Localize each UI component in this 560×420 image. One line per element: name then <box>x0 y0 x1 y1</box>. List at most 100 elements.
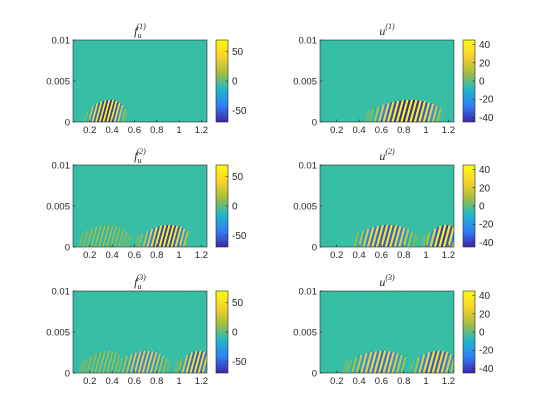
y-tick-label: 0.01 <box>299 161 318 172</box>
wave-crest <box>119 106 125 122</box>
stripe <box>79 291 81 373</box>
wave-crest <box>438 224 447 247</box>
wave-crest <box>162 224 171 247</box>
wave-crest <box>123 355 131 373</box>
stripe <box>119 291 121 373</box>
y-tick-label: 0.005 <box>293 77 317 88</box>
title-sub: u <box>138 31 142 40</box>
stripe <box>406 40 408 122</box>
wave-crest <box>371 107 378 122</box>
stripe <box>185 165 187 247</box>
stripe <box>384 291 386 373</box>
stripe <box>382 165 384 247</box>
stripe <box>380 40 382 122</box>
stripe <box>192 291 194 373</box>
wave-crest <box>413 357 421 373</box>
stripe <box>157 291 159 373</box>
wave-crest <box>349 358 355 373</box>
stripe <box>155 40 157 122</box>
stripe <box>134 165 136 247</box>
stripe <box>137 40 139 122</box>
stripe <box>452 165 454 247</box>
wave-crest <box>146 228 154 247</box>
stripe <box>82 291 84 373</box>
colorbar-tick-label: 50 <box>232 47 244 58</box>
stripe <box>384 165 386 247</box>
stripe <box>410 291 412 373</box>
stripe <box>446 40 448 122</box>
wave-crest <box>393 354 401 373</box>
wave-crest <box>134 234 140 247</box>
stripe <box>448 40 450 122</box>
wave-crest <box>429 104 437 122</box>
wave-crest <box>150 227 158 247</box>
stripe <box>399 165 401 247</box>
stripe <box>438 291 440 373</box>
wave-crest <box>418 101 427 122</box>
stripe <box>437 40 439 122</box>
stripe <box>411 40 413 122</box>
stripe <box>336 40 338 122</box>
wave-crest <box>94 352 102 373</box>
colorbar: 40 20 0 -20 -40 <box>462 164 494 249</box>
stripe <box>102 291 104 373</box>
stripe <box>165 291 167 373</box>
stripe <box>202 165 204 247</box>
stripe <box>358 291 360 373</box>
wave-crest <box>346 359 353 373</box>
wave-crest <box>440 352 449 373</box>
stripe <box>113 291 115 373</box>
stripe <box>395 165 397 247</box>
stripe <box>88 165 90 247</box>
stripe <box>362 40 364 122</box>
stripe <box>117 291 119 373</box>
stripe <box>325 291 327 373</box>
stripe <box>107 165 109 247</box>
stripe <box>413 40 415 122</box>
stripe <box>171 291 173 373</box>
stripe <box>439 165 441 247</box>
wave-crest <box>86 356 93 373</box>
wave-crest <box>103 225 112 247</box>
y-tick-label: 0.01 <box>52 36 71 47</box>
stripe <box>426 40 428 122</box>
title-base: f <box>134 149 139 163</box>
stripe <box>360 291 362 373</box>
colorbar-tick-label: -40 <box>479 364 494 375</box>
stripe <box>364 40 366 122</box>
wave-crest <box>156 225 165 247</box>
x-tick-label: 0.2 <box>330 250 343 261</box>
stripe <box>95 291 97 373</box>
stripe <box>396 291 398 373</box>
stripe <box>330 40 332 122</box>
y-tick-label: 0.005 <box>293 202 317 213</box>
stripe <box>330 165 332 247</box>
stripe <box>422 40 424 122</box>
stripe <box>435 291 437 373</box>
stripe <box>189 291 191 373</box>
stripe <box>379 165 381 247</box>
stripe <box>357 291 359 373</box>
wave-crest <box>170 225 179 247</box>
stripe <box>361 291 363 373</box>
wave-crest <box>429 228 437 247</box>
stripe <box>428 165 430 247</box>
stripe <box>79 40 81 122</box>
stripe <box>189 165 191 247</box>
wave-crest <box>431 105 439 122</box>
stripe <box>433 165 435 247</box>
stripe <box>193 40 195 122</box>
stripe <box>367 165 369 247</box>
stripe <box>415 40 417 122</box>
x-tick-label: 0.6 <box>128 250 141 261</box>
stripe <box>90 291 92 373</box>
stripe <box>150 291 152 373</box>
stripe <box>372 291 374 373</box>
stripe <box>346 40 348 122</box>
stripe <box>396 165 398 247</box>
stripe <box>351 165 353 247</box>
x-tick-label: 0.4 <box>352 125 365 136</box>
x-tick-label: 0.4 <box>105 250 118 261</box>
stripe <box>389 40 391 122</box>
stripe <box>347 291 349 373</box>
